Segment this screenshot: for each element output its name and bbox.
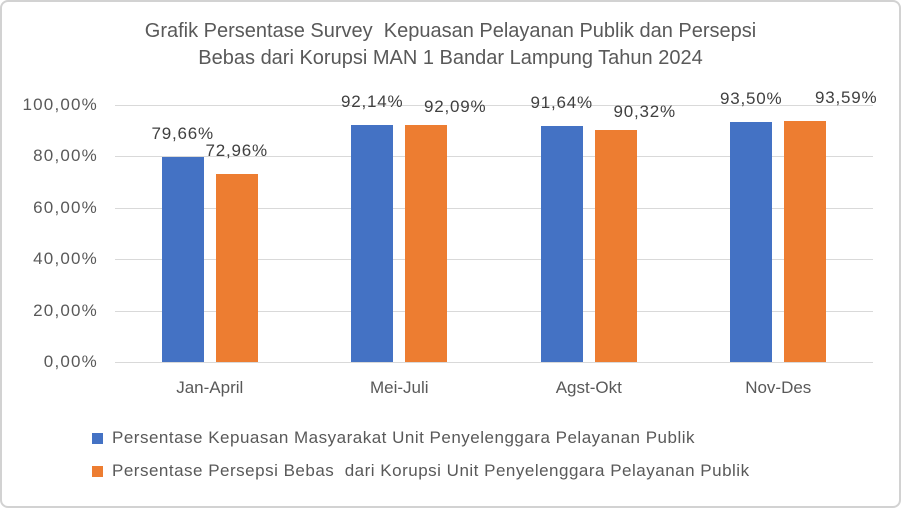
x-axis-category-label: Nov-Des xyxy=(745,378,812,397)
gridline xyxy=(115,105,873,106)
legend-item: Persentase Kepuasan Masyarakat Unit Peny… xyxy=(92,428,696,447)
gridline xyxy=(115,362,873,363)
legend-item-label: Persentase Persepsi Bebas dari Korupsi U… xyxy=(112,461,750,480)
legend-item: Persentase Persepsi Bebas dari Korupsi U… xyxy=(92,461,750,480)
gridline xyxy=(115,259,873,261)
data-label: 72,96% xyxy=(205,141,268,161)
chart-title-line1: Grafik Persentase Survey Kepuasan Pelaya… xyxy=(144,20,757,42)
chart-title-line2: Bebas dari Korupsi MAN 1 Bandar Lampung … xyxy=(198,47,703,69)
bar-persepsi-agst-okt xyxy=(594,129,637,362)
chart-title: Grafik Persentase Survey Kepuasan Pelaya… xyxy=(2,18,899,72)
bar-persepsi-mei-juli xyxy=(405,125,448,362)
data-label: 79,66% xyxy=(151,124,214,144)
gridline xyxy=(115,156,873,158)
data-label: 92,14% xyxy=(341,92,404,112)
data-label: 93,50% xyxy=(720,88,783,108)
data-label: 91,64% xyxy=(530,93,593,113)
legend-color-swatch-icon xyxy=(92,465,103,477)
bar-persepsi-jan-april xyxy=(215,174,258,362)
bar-kepuasan-jan-april xyxy=(161,157,204,362)
bar-kepuasan-mei-juli xyxy=(351,125,394,362)
y-axis-tick-label: 0,00% xyxy=(43,352,98,371)
gridline xyxy=(115,207,873,209)
data-label: 90,32% xyxy=(613,101,676,121)
x-axis-category-label: Agst-Okt xyxy=(555,378,622,397)
legend-item-label: Persentase Kepuasan Masyarakat Unit Peny… xyxy=(112,428,696,447)
data-label: 92,09% xyxy=(424,97,487,117)
y-axis-tick-label: 40,00% xyxy=(33,249,98,269)
legend-color-swatch-icon xyxy=(92,432,103,444)
y-axis-tick-label: 80,00% xyxy=(33,146,98,166)
y-axis-tick-label: 100,00% xyxy=(22,95,98,114)
bar-kepuasan-nov-des xyxy=(730,121,773,362)
bar-kepuasan-agst-okt xyxy=(540,126,583,362)
bar-persepsi-nov-des xyxy=(784,121,827,362)
data-label: 93,59% xyxy=(815,88,878,108)
y-axis-tick-label: 20,00% xyxy=(33,300,98,320)
y-axis-tick-label: 60,00% xyxy=(33,197,98,217)
gridline xyxy=(115,310,873,312)
x-axis-category-label: Mei-Juli xyxy=(369,378,429,397)
x-axis-category-label: Jan-April xyxy=(176,378,244,397)
